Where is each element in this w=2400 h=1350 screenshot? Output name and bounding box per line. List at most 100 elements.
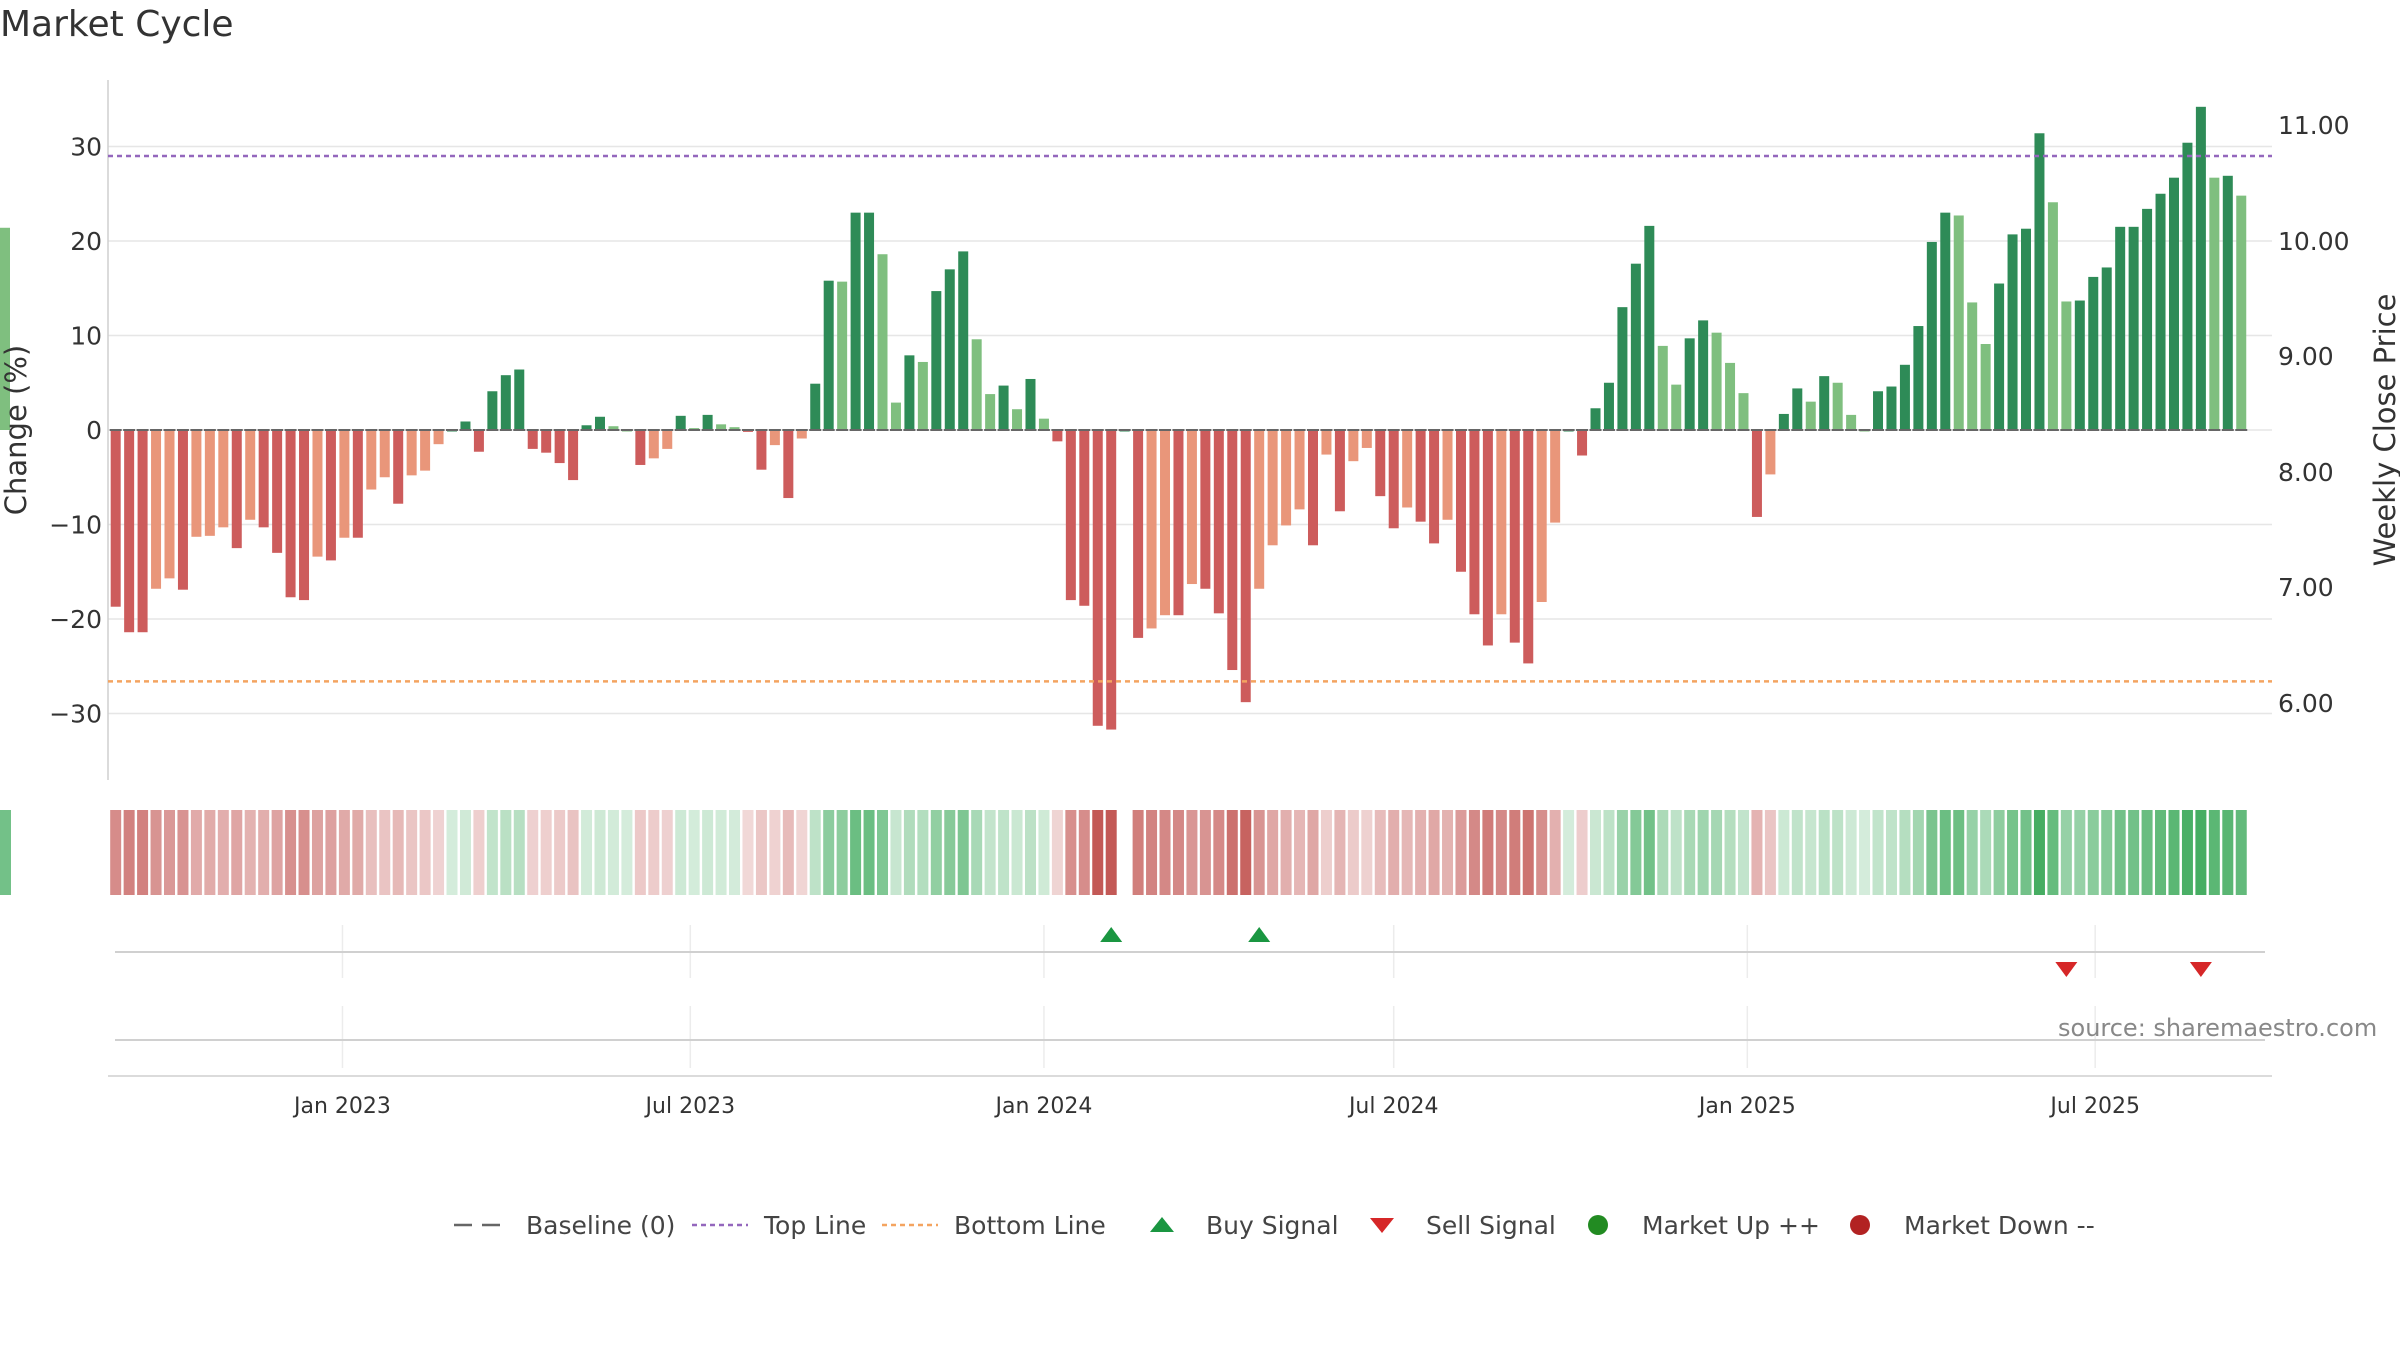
heat-cell — [0, 810, 11, 895]
heat-cell — [594, 810, 606, 895]
heat-cell — [930, 810, 942, 895]
y-left-tick-label: 30 — [70, 133, 102, 162]
heat-cell — [271, 810, 283, 895]
heat-cell — [2168, 810, 2180, 895]
bar — [2034, 133, 2045, 430]
heat-cell — [1576, 810, 1588, 895]
heat-cell — [1845, 810, 1857, 895]
heat-cell — [1132, 810, 1144, 895]
y-left-tick-label: 20 — [70, 227, 102, 256]
bar — [1469, 430, 1480, 615]
heat-cell — [581, 810, 593, 895]
bar — [1603, 382, 1614, 430]
bar — [1873, 391, 1884, 430]
y-right-tick-label: 10.00 — [2278, 227, 2350, 256]
heat-cell — [2235, 810, 2247, 895]
bar — [1846, 414, 1857, 430]
bar — [1590, 408, 1601, 430]
bar — [218, 430, 229, 528]
heat-cell — [661, 810, 673, 895]
bar — [1146, 430, 1157, 629]
bar — [1994, 283, 2005, 430]
bar — [958, 251, 969, 430]
legend-label: Baseline (0) — [526, 1210, 676, 1240]
heat-cell — [513, 810, 525, 895]
bar — [1186, 430, 1197, 585]
bar — [1765, 430, 1776, 475]
bar — [379, 430, 390, 478]
heat-cell — [1388, 810, 1400, 895]
heat-cell — [1751, 810, 1763, 895]
bar — [796, 430, 807, 439]
bar — [594, 416, 605, 430]
tick-labels: 30 20 10 0 −10 −20 −30 11.00 10.00 9.00 8.00 7.00 6.… — [0, 111, 2400, 1119]
bar — [151, 430, 162, 589]
legend-symbol — [882, 1223, 938, 1227]
y-left-tick-label: −30 — [49, 700, 102, 729]
y-right-axis-title: Weekly Close Price — [2368, 294, 2400, 567]
bar — [420, 430, 431, 471]
heat-cell — [1805, 810, 1817, 895]
signal-panel — [108, 927, 2272, 1077]
bar — [1550, 430, 1561, 523]
bar — [1133, 430, 1144, 638]
bar — [1415, 430, 1426, 522]
heat-cell — [1065, 810, 1077, 895]
heat-cell — [917, 810, 929, 895]
heat-cell — [1361, 810, 1373, 895]
heat-cell — [244, 810, 256, 895]
heat-cell — [796, 810, 808, 895]
bar — [1792, 388, 1803, 430]
heat-cell — [1280, 810, 1292, 895]
y-right-tick-label: 7.00 — [2278, 573, 2334, 602]
heat-cell — [1078, 810, 1090, 895]
bar — [823, 280, 834, 430]
heat-cell — [285, 810, 297, 895]
heat-cell — [554, 810, 566, 895]
heat-cell — [1320, 810, 1332, 895]
x-tick-label: Jan 2024 — [993, 1094, 1092, 1119]
heat-cell — [338, 810, 350, 895]
y-right-tick-label: 8.00 — [2278, 458, 2334, 487]
heat-cell — [433, 810, 445, 895]
heat-cell — [190, 810, 202, 895]
bar — [325, 430, 336, 561]
heat-cell — [1953, 810, 1965, 895]
bar — [729, 427, 740, 430]
sell-signal-marker — [2189, 962, 2212, 977]
heat-cell — [1872, 810, 1884, 895]
heat-cell — [1563, 810, 1575, 895]
heat-cell — [446, 810, 458, 895]
heat-cell — [890, 810, 902, 895]
heat-cell — [1172, 810, 1184, 895]
y-right-tick-label: 6.00 — [2278, 689, 2334, 718]
bar — [1429, 430, 1440, 544]
heat-cell — [715, 810, 727, 895]
legend-label: Market Up ++ — [1642, 1210, 1820, 1240]
legend-symbol — [1370, 1218, 1394, 1233]
heat-cell — [2155, 810, 2167, 895]
heat-cell — [137, 810, 149, 895]
heat-cell — [1899, 810, 1911, 895]
bar — [2209, 177, 2220, 430]
legend-item: Market Down -- — [1830, 1205, 2095, 1245]
buy-signal-marker — [1100, 927, 1123, 942]
heat-cell — [1267, 810, 1279, 895]
bar — [864, 212, 875, 430]
bar — [837, 281, 848, 430]
bar — [1778, 413, 1789, 430]
bar — [1832, 382, 1843, 430]
heat-cell — [1912, 810, 1924, 895]
bar — [917, 361, 928, 430]
bar — [1926, 241, 1937, 430]
bar — [1509, 430, 1520, 643]
heat-cell — [1791, 810, 1803, 895]
heat-cell — [1253, 810, 1265, 895]
reference-lines — [108, 154, 2272, 683]
bar — [756, 430, 767, 470]
bar — [662, 430, 673, 449]
bar — [2047, 202, 2058, 430]
bar — [1281, 430, 1292, 526]
heat-cell — [392, 810, 404, 895]
heat-cell — [863, 810, 875, 895]
